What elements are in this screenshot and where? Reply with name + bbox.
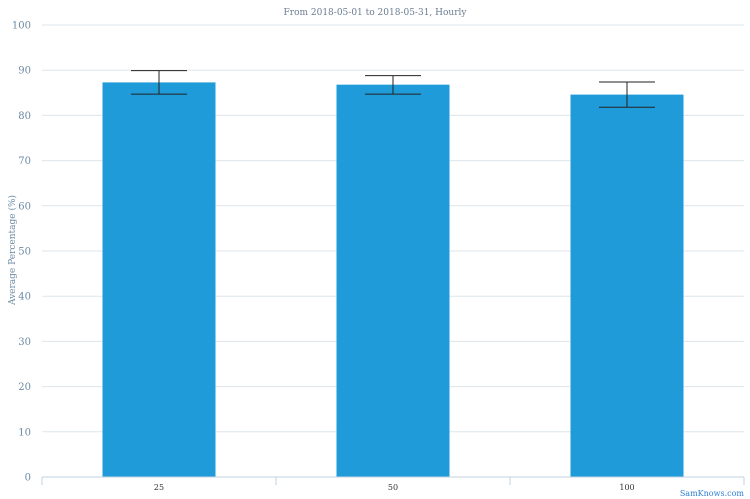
y-tick-label: 30 bbox=[18, 337, 31, 348]
y-tick-label: 60 bbox=[18, 201, 31, 212]
bar-25[interactable] bbox=[102, 82, 216, 478]
bar-100[interactable] bbox=[570, 94, 684, 477]
y-tick-label: 70 bbox=[18, 156, 31, 167]
x-tick-label: 25 bbox=[154, 483, 164, 492]
y-tick-label: 40 bbox=[18, 292, 31, 303]
error-bar-100 bbox=[599, 81, 655, 108]
error-bar-50 bbox=[365, 75, 421, 95]
y-tick-label: 80 bbox=[18, 111, 31, 122]
y-tick-label: 90 bbox=[18, 66, 31, 77]
y-tick-label: 0 bbox=[25, 473, 31, 484]
x-tick-label: 50 bbox=[388, 483, 398, 492]
x-tick-label: 100 bbox=[619, 483, 634, 492]
y-tick-label: 10 bbox=[18, 427, 31, 438]
error-bar-25 bbox=[131, 70, 187, 95]
bars bbox=[102, 82, 684, 478]
credit-link[interactable]: SamKnows.com bbox=[680, 489, 745, 498]
y-tick-label: 50 bbox=[18, 247, 31, 258]
bar-50[interactable] bbox=[336, 84, 450, 477]
y-axis-ticks: 0 10 20 30 40 50 60 70 80 90 100 bbox=[12, 21, 31, 484]
y-tick-label: 20 bbox=[18, 382, 31, 393]
error-bars bbox=[131, 70, 655, 108]
y-axis-label: Average Percentage (%) bbox=[7, 195, 18, 306]
chart-subtitle: From 2018-05-01 to 2018-05-31, Hourly bbox=[284, 8, 468, 18]
y-tick-label: 100 bbox=[12, 21, 31, 32]
x-axis: 25 50 100 bbox=[41, 476, 745, 492]
